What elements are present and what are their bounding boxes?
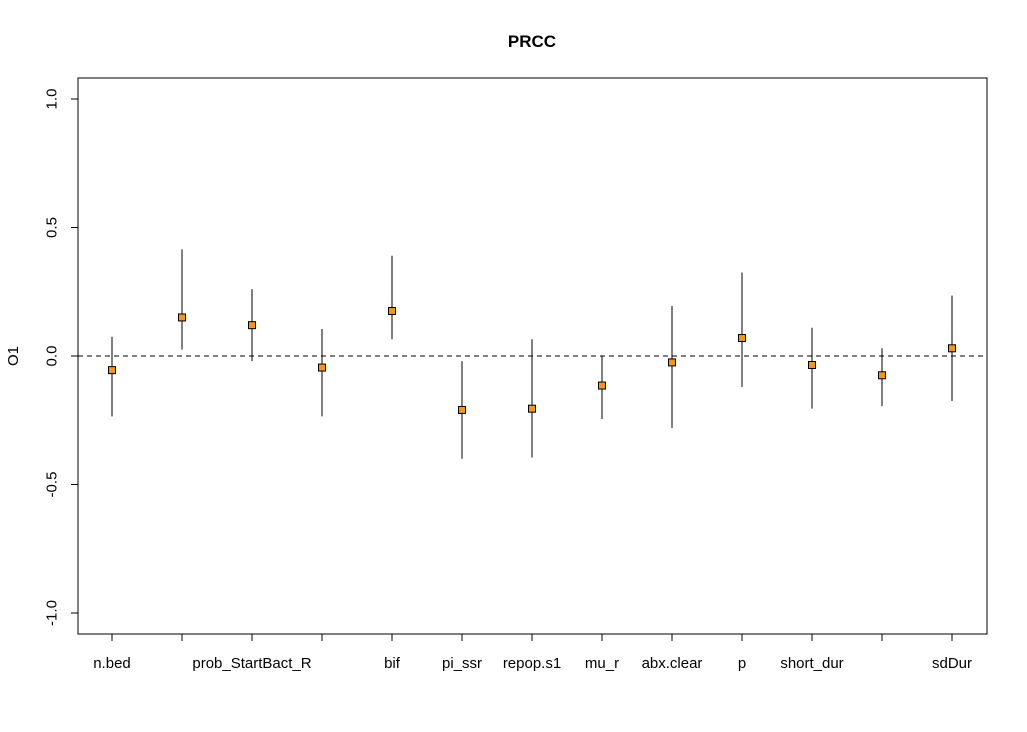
x-tick-label: p [738, 655, 746, 672]
data-point [318, 363, 326, 372]
x-tick-label: bif [384, 655, 401, 672]
x-tick-label: repop.s1 [503, 655, 561, 672]
x-tick-label: prob_StartBact_R [192, 655, 311, 672]
x-tick-label: sdDur [932, 655, 972, 672]
data-point [808, 360, 816, 369]
x-tick-label: short_dur [780, 655, 843, 672]
x-tick-label: mu_r [585, 655, 619, 672]
y-tick-label: 0.0 [44, 346, 61, 367]
y-axis: -1.0 -0.5 0.0 0.5 1.0 [44, 89, 79, 626]
data-point [948, 344, 956, 353]
data-point [388, 307, 396, 316]
chart-title: PRCC [508, 32, 556, 51]
x-axis: n.bed prob_StartBact_R bif pi_ssr repop.s1 mu… [93, 634, 972, 672]
data-point [878, 371, 886, 380]
data-point [178, 313, 186, 322]
y-tick-label: -1.0 [44, 600, 61, 626]
data-point [668, 358, 676, 367]
data-point [248, 321, 256, 330]
y-tick-label: 1.0 [44, 89, 61, 110]
y-tick-label: 0.5 [44, 217, 61, 238]
data-point [738, 334, 746, 343]
data-point [458, 405, 466, 414]
data-point [598, 381, 606, 390]
data-point [528, 404, 536, 413]
data-point [108, 366, 116, 375]
y-axis-label: O1 [5, 346, 22, 366]
y-tick-label: -0.5 [44, 472, 61, 498]
x-tick-label: n.bed [93, 655, 131, 672]
x-tick-label: pi_ssr [442, 655, 482, 672]
data-marks [108, 249, 956, 459]
x-tick-label: abx.clear [642, 655, 703, 672]
